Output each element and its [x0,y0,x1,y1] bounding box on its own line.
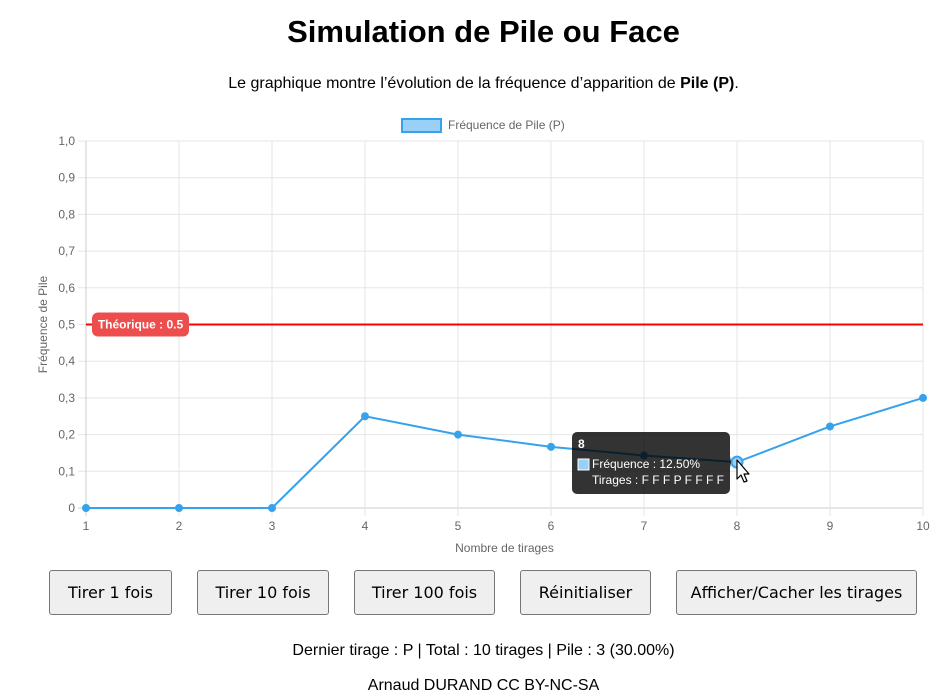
x-tick-label: 10 [916,519,930,533]
data-point[interactable] [268,504,276,512]
y-tick-label: 0,8 [58,207,75,221]
chart-legend[interactable]: Fréquence de Pile (P) [401,118,565,133]
y-axis-title: Fréquence de Pile [36,275,50,373]
x-tick-label: 8 [734,519,741,533]
tooltip-title: 8 [578,437,585,451]
data-point[interactable] [826,422,834,431]
draw-100-button[interactable]: Tirer 100 fois [354,570,495,615]
x-tick-label: 9 [827,519,834,533]
y-tick-label: 0,7 [58,244,75,258]
tooltip-line-1: Fréquence : 12.50% [592,457,700,471]
data-point[interactable] [361,412,369,421]
y-tick-label: 0,5 [58,318,75,332]
chart-tooltip: 8 Fréquence : 12.50% Tirages : F F F P F F… [572,432,731,494]
mouse-cursor-icon [736,459,750,483]
draw-10-button[interactable]: Tirer 10 fois [197,570,329,615]
x-axis-title: Nombre de tirages [455,541,554,555]
x-tick-label: 7 [641,519,648,533]
x-tick-label: 5 [455,519,462,533]
y-tick-label: 0,9 [58,171,75,185]
chart-grid [78,140,924,516]
subtitle-highlight: Pile (P) [680,75,735,92]
draw-1-button[interactable]: Tirer 1 fois [49,570,172,615]
reset-button[interactable]: Réinitialiser [520,570,651,615]
y-tick-label: 0,3 [58,391,75,405]
y-tick-label: 0,6 [58,281,75,295]
tooltip-box [572,432,730,494]
x-tick-label: 1 [83,519,90,533]
x-tick-label: 6 [548,519,555,533]
y-tick-label: 0 [68,501,75,515]
y-tick-label: 0,1 [58,464,75,478]
theoretical-label: Théorique : 0.5 [98,318,184,332]
y-tick-label: 0,4 [58,354,75,368]
subtitle-text: Le graphique montre l’évolution de la fr… [228,75,681,92]
toggle-draws-button[interactable]: Afficher/Cacher les tirages [676,570,917,615]
x-tick-label: 4 [362,519,369,533]
status-text: Dernier tirage : P | Total : 10 tirages … [292,642,675,659]
tooltip-swatch [577,458,590,471]
data-point[interactable] [454,430,462,439]
legend-swatch[interactable] [401,118,442,133]
footer-credit: Arnaud DURAND CC BY-NC-SA [367,677,600,694]
chart-axes: 0 0,1 0,2 0,3 0,4 0,5 0,6 0,7 0,8 0,9 1,0 1 2 3 4 5 6 7 8 9… [36,134,930,555]
tooltip-line-2: Tirages : F F F P F F F F [592,473,724,487]
subtitle-end: . [734,75,739,92]
y-tick-label: 1,0 [58,134,75,148]
x-tick-label: 3 [269,519,276,533]
reference-line-group: Théorique : 0.5 [86,312,923,337]
page-subtitle: Le graphique montre l’évolution de la fr… [0,75,947,93]
legend-label[interactable]: Fréquence de Pile (P) [448,118,565,132]
y-tick-label: 0,2 [58,428,75,442]
frequency-chart: 0 0,1 0,2 0,3 0,4 0,5 0,6 0,7 0,8 0,9 1,0 1 2 3 4 5 6 7 8 9… [36,118,930,555]
page-title: Simulation de Pile ou Face [287,14,680,49]
data-point[interactable] [175,504,183,512]
tooltip-caret [730,456,731,469]
theoretical-label-box [92,312,189,337]
data-point[interactable] [547,442,555,451]
data-point[interactable] [82,504,90,512]
x-tick-label: 2 [176,519,183,533]
data-point[interactable] [919,393,927,402]
series-group [82,393,927,512]
series-line [86,396,924,509]
